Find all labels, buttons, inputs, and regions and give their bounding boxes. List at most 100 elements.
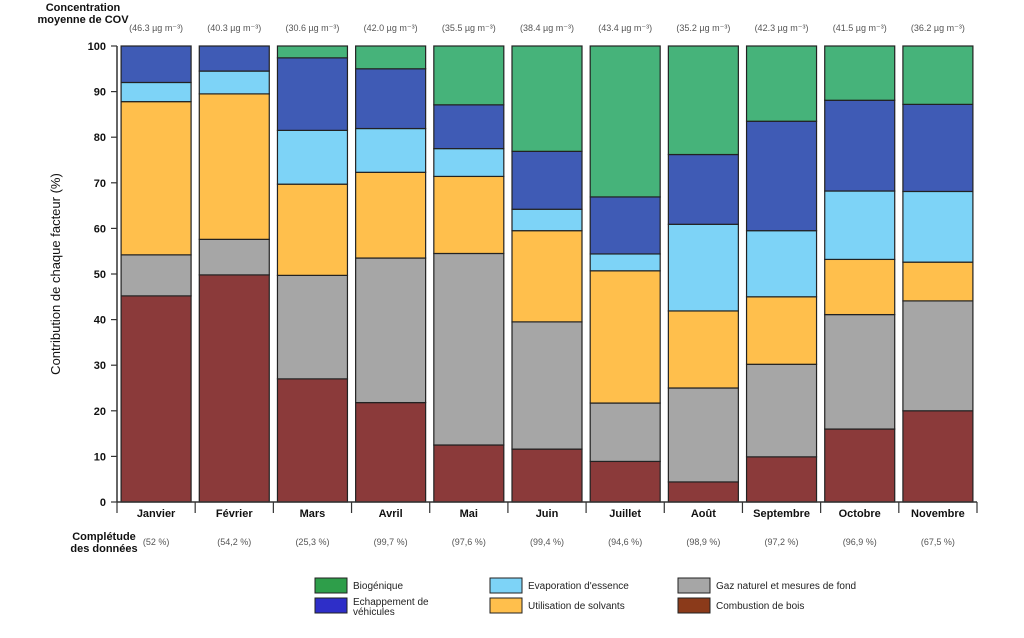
bar-segment — [120, 81, 192, 103]
bar-segment — [433, 175, 505, 255]
bar-segment — [276, 129, 349, 185]
x-tick-label: Octobre — [839, 508, 881, 520]
x-tick-label: Février — [216, 508, 253, 520]
concentration-label: (35.5 µg m⁻³) — [442, 23, 496, 33]
y-tick-label: 80 — [94, 132, 106, 144]
completeness-value: (67,5 %) — [921, 537, 955, 547]
bar-segment — [667, 45, 739, 156]
bar-segment — [355, 257, 427, 404]
concentration-title-line: moyenne de COV — [37, 14, 129, 26]
completeness-value: (97,2 %) — [765, 537, 799, 547]
completeness-value: (97,6 %) — [452, 537, 486, 547]
y-tick-label: 50 — [94, 269, 106, 281]
legend-swatch — [314, 597, 348, 614]
concentration-label: (41.5 µg m⁻³) — [833, 23, 887, 33]
bar-segment — [120, 101, 192, 256]
bar-segment — [276, 45, 349, 59]
bar-segment — [198, 238, 270, 276]
completeness-value: (54,2 %) — [217, 537, 251, 547]
bar-segment — [667, 223, 739, 312]
bar-segment — [511, 150, 583, 210]
bar-segment — [355, 45, 427, 70]
bar-segment — [511, 448, 583, 503]
bar-segment — [902, 261, 974, 302]
y-tick-label: 90 — [94, 87, 106, 99]
completeness-value: (96,9 %) — [843, 537, 877, 547]
bar-segment — [745, 456, 818, 503]
bar-segment — [511, 45, 583, 152]
bar-segment — [589, 253, 661, 272]
x-tick-label: Novembre — [911, 508, 965, 520]
bar-segment — [433, 444, 505, 503]
completeness-value: (99,4 %) — [530, 537, 564, 547]
legend-label: Combustion de bois — [716, 601, 804, 612]
legend-label: Echappement de — [353, 597, 429, 608]
completeness-value: (98,9 %) — [686, 537, 720, 547]
completeness-value: (99,7 %) — [374, 537, 408, 547]
bar-segment — [433, 104, 505, 150]
legend-swatch — [677, 597, 711, 614]
legend-swatch — [314, 577, 348, 594]
bar-segment — [589, 196, 661, 255]
bar-segment — [198, 93, 270, 240]
bar-segment — [824, 313, 896, 430]
x-tick-label: Août — [691, 508, 716, 520]
bar-segment — [824, 258, 896, 316]
bar-segment — [745, 230, 818, 298]
bar-segment — [824, 190, 896, 261]
bar-segment — [745, 363, 818, 458]
concentration-label: (30.6 µg m⁻³) — [285, 23, 339, 33]
y-tick-label: 0 — [100, 497, 106, 509]
bar-segment — [589, 402, 661, 463]
bar-segment — [667, 310, 739, 389]
bar-segment — [355, 401, 427, 503]
legend-label: Utilisation de solvants — [528, 601, 625, 612]
concentration-label: (42.0 µg m⁻³) — [364, 23, 418, 33]
legend-swatch — [677, 577, 711, 594]
y-tick-label: 100 — [88, 41, 106, 53]
bar-segment — [589, 270, 661, 404]
bar-segment — [667, 153, 739, 225]
concentration-label: (40.3 µg m⁻³) — [207, 23, 261, 33]
legend-swatch — [489, 577, 523, 594]
bar-segment — [276, 57, 349, 131]
bar-segment — [355, 127, 427, 173]
legend-label: véhicules — [353, 607, 395, 618]
bar-segment — [589, 45, 661, 198]
bar-segment — [120, 254, 192, 297]
x-tick-label: Juillet — [609, 508, 641, 520]
concentration-label: (46.3 µg m⁻³) — [129, 23, 183, 33]
legend: Biogénique Evaporation d'essence Gaz natur… — [314, 577, 856, 618]
bar-segment — [589, 460, 661, 503]
bar-segment — [276, 274, 349, 380]
bar-segment — [511, 208, 583, 232]
x-tick-label: Avril — [379, 508, 403, 520]
x-axis: Janvier Février Mars Avril Mai Juin Juillet Aoû… — [116, 501, 978, 520]
y-tick-label: 70 — [94, 178, 106, 190]
bar-segment — [902, 190, 974, 263]
bar-segment — [120, 45, 192, 84]
bar-segment — [667, 387, 739, 483]
completeness-value: (25,3 %) — [295, 537, 329, 547]
bar-segment — [824, 428, 896, 503]
completeness-title-line: Complétude — [72, 531, 136, 543]
bar-segment — [902, 45, 974, 105]
legend-label: Evaporation d'essence — [528, 581, 629, 592]
bar-segment — [276, 378, 349, 503]
bar-segment — [276, 183, 349, 276]
y-tick-label: 40 — [94, 315, 106, 327]
bar-segment — [511, 230, 583, 323]
x-tick-label: Juin — [536, 508, 559, 520]
x-tick-label: Mai — [460, 508, 478, 520]
bar-segment — [745, 120, 818, 232]
legend-label: Biogénique — [353, 581, 403, 592]
bar-segment — [902, 300, 974, 412]
bar-segment — [198, 45, 270, 72]
x-tick-label: Janvier — [137, 508, 176, 520]
completeness-title-line: des données — [70, 543, 137, 555]
legend-label: Gaz naturel et mesures de fond — [716, 581, 856, 592]
bar-segment — [745, 296, 818, 365]
completeness-value: (94,6 %) — [608, 537, 642, 547]
